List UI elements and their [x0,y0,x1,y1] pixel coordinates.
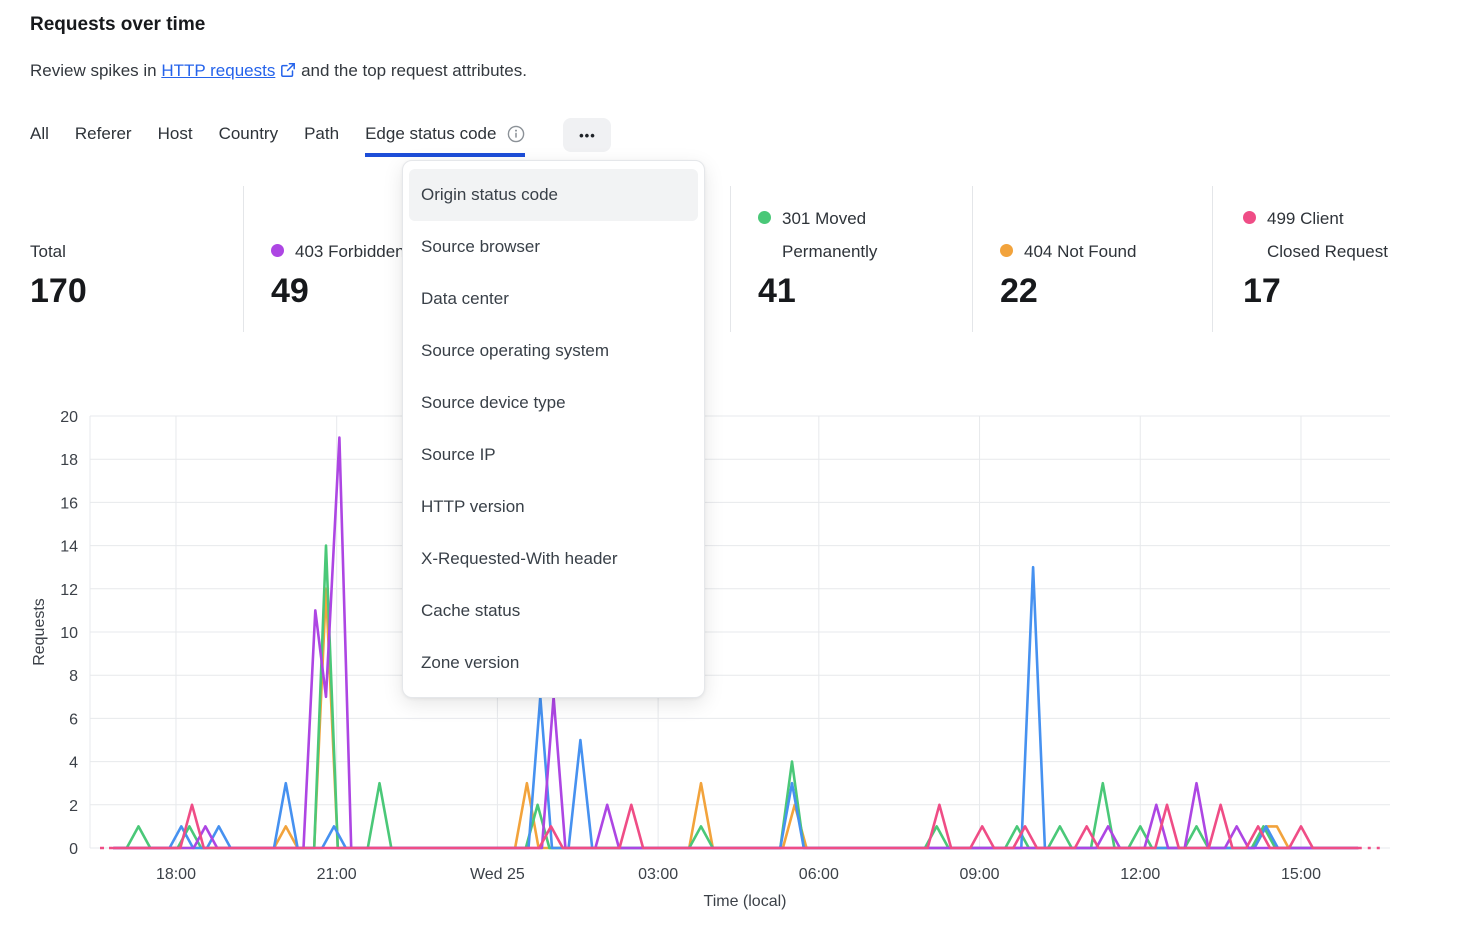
svg-text:03:00: 03:00 [638,866,678,883]
stat-403-value: 49 [271,272,309,310]
svg-text:2: 2 [69,798,78,815]
svg-text:18:00: 18:00 [156,866,196,883]
stat-301-label: 301 Moved Permanently [782,209,878,261]
svg-text:6: 6 [69,711,78,728]
tab-path[interactable]: Path [304,124,340,143]
menu-item-source-operating-system[interactable]: Source operating system [421,341,610,360]
svg-text:15:00: 15:00 [1281,866,1321,883]
svg-text:06:00: 06:00 [799,866,839,883]
svg-text:Wed 25: Wed 25 [470,866,525,883]
stat-divider [730,186,731,332]
subtitle-suffix: and the top request attributes. [296,61,527,80]
svg-text:Time (local): Time (local) [704,893,787,910]
svg-text:18: 18 [60,452,78,469]
stat-301-value: 41 [758,272,796,310]
tab-edge-status-code[interactable]: Edge status code [365,118,526,157]
svg-text:21:00: 21:00 [317,866,357,883]
tab-host[interactable]: Host [157,124,193,143]
menu-item-origin-status-code[interactable]: Origin status code [409,169,698,221]
tab-referer[interactable]: Referer [74,124,132,143]
499-series-dot [1243,211,1256,224]
stat-499-value: 17 [1243,272,1281,310]
stat-total: Total 170 [30,186,87,311]
menu-item-cache-status[interactable]: Cache status [421,601,521,620]
svg-text:14: 14 [60,539,78,556]
more-tabs-button[interactable]: ••• [563,118,612,152]
menu-item-x-requested-with-header[interactable]: X-Requested-With header [421,549,618,568]
tab-edge-status-code-label: Edge status code [365,124,497,143]
stat-403-label: 403 Forbidden [295,242,405,261]
stat-404-not-found: 404 Not Found 22 [1000,186,1136,311]
301-series-dot [758,211,771,224]
svg-text:20: 20 [60,409,78,426]
menu-item-source-device-type[interactable]: Source device type [421,393,566,412]
stats-row: Total 170 403 Forbidden 49 301 Moved Per… [0,186,1458,332]
stat-total-value: 170 [30,272,87,310]
svg-text:12:00: 12:00 [1120,866,1160,883]
menu-item-data-center[interactable]: Data center [421,289,509,308]
external-link-icon [281,63,296,77]
subtitle-prefix: Review spikes in [30,61,162,80]
menu-item-http-version[interactable]: HTTP version [421,497,525,516]
stat-divider [972,186,973,332]
stat-divider [243,186,244,332]
tab-bar: All Referer Host Country Path Edge statu… [30,118,612,157]
404-series-dot [1000,244,1013,257]
stat-499-label: 499 Client Closed Request [1267,209,1388,261]
svg-text:10: 10 [60,625,78,642]
tab-country[interactable]: Country [218,124,279,143]
http-requests-link[interactable]: HTTP requests [161,61,296,80]
menu-item-source-ip[interactable]: Source IP [421,445,496,464]
stat-403-forbidden: 403 Forbidden 49 [271,186,405,311]
stat-total-label: Total [30,242,66,261]
403-series-dot [271,244,284,257]
tab-all[interactable]: All [30,124,49,143]
stat-301-moved-permanently: 301 Moved Permanently 41 [758,186,932,311]
subtitle: Review spikes in HTTP requests and the t… [30,61,527,81]
svg-text:16: 16 [60,495,78,512]
svg-text:09:00: 09:00 [960,866,1000,883]
page-title: Requests over time [30,14,206,35]
stat-404-value: 22 [1000,272,1038,310]
svg-text:8: 8 [69,668,78,685]
info-icon[interactable] [507,125,525,143]
svg-text:4: 4 [69,755,78,772]
svg-text:12: 12 [60,582,78,599]
svg-text:Requests: Requests [31,598,48,666]
stat-499-client-closed-request: 499 Client Closed Request 17 [1243,186,1399,311]
svg-text:0: 0 [69,841,78,858]
menu-item-source-browser[interactable]: Source browser [421,237,541,256]
menu-item-zone-version[interactable]: Zone version [421,653,520,672]
attribute-dropdown-menu: Origin status code Source browser Data c… [402,160,705,698]
stat-404-label: 404 Not Found [1024,242,1137,261]
link-text: HTTP requests [161,61,276,80]
stat-divider [1212,186,1213,332]
